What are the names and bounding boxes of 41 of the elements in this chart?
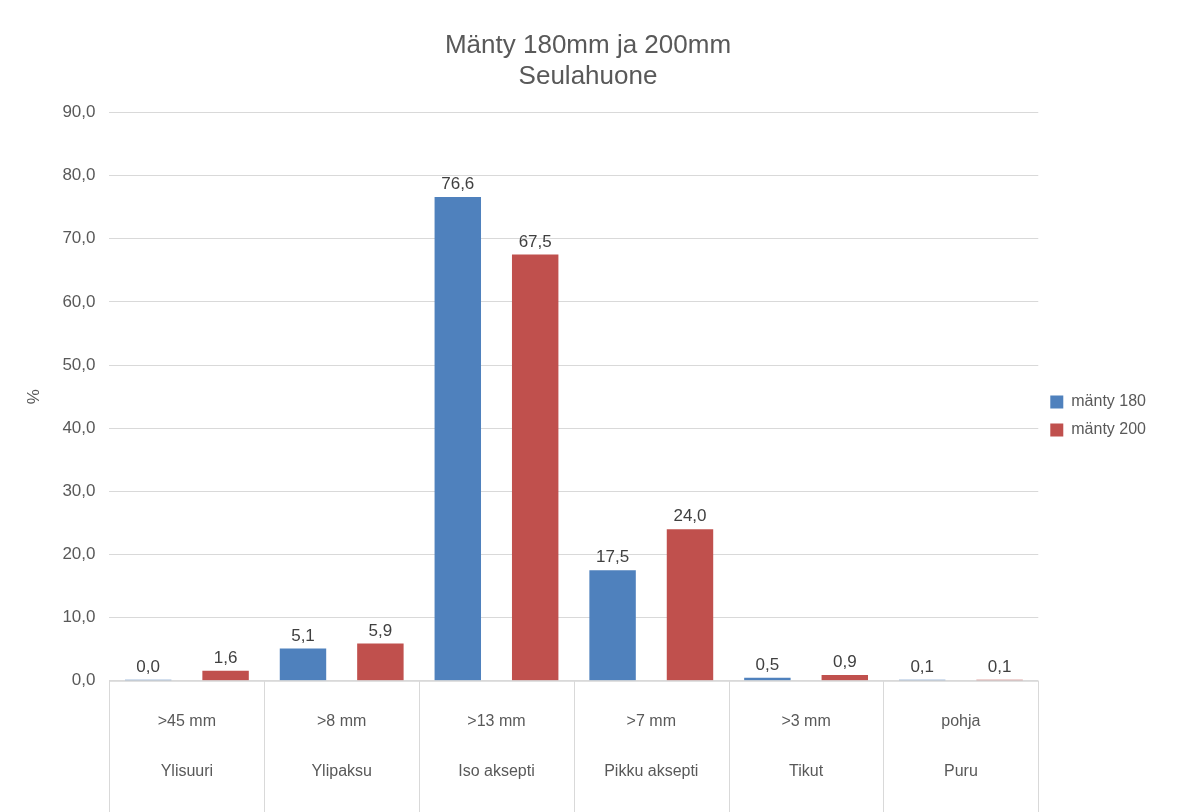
- y-tick-label: 10,0: [62, 607, 96, 627]
- y-tick-label: 20,0: [62, 544, 96, 564]
- y-tick-label: 80,0: [62, 165, 96, 185]
- data-label: 0,1: [987, 656, 1012, 676]
- chart-subtitle: Seulahuone: [518, 59, 658, 90]
- y-tick-label: 60,0: [62, 291, 96, 311]
- category-label: pohja Puru: [941, 712, 981, 779]
- data-label: 0,9: [832, 652, 857, 672]
- bar: [279, 648, 327, 681]
- bar: [511, 254, 559, 681]
- data-label: 5,9: [368, 620, 393, 640]
- data-label: 0,0: [136, 656, 161, 676]
- category-label: >8 mm Ylipaksu: [311, 712, 372, 779]
- category-label: >45 mm Ylisuuri: [157, 712, 217, 779]
- y-tick-label: 50,0: [62, 354, 96, 374]
- data-label: 1,6: [213, 647, 238, 667]
- y-tick-label: 90,0: [62, 102, 96, 122]
- category-label: >7 mm Pikku aksepti: [604, 712, 699, 779]
- data-label: 24,0: [673, 506, 707, 526]
- legend-label: mänty 200: [1071, 420, 1147, 438]
- data-label: 5,1: [291, 625, 315, 645]
- data-label: 0,1: [910, 656, 935, 676]
- chart-title: Mänty 180mm ja 200mm: [444, 28, 732, 59]
- y-tick-label: 40,0: [62, 417, 96, 437]
- category-label: >13 mm Iso aksepti: [458, 712, 535, 779]
- bar: [434, 197, 482, 681]
- bar: [202, 670, 249, 681]
- bar: [821, 675, 869, 681]
- bar: [589, 570, 636, 681]
- y-tick-label: 70,0: [62, 228, 96, 248]
- y-tick-label: 30,0: [62, 481, 96, 501]
- data-label: 67,5: [518, 231, 552, 251]
- y-tick-label: 0,0: [71, 670, 96, 690]
- legend-label: mänty 180: [1071, 392, 1147, 410]
- y-axis-title: %: [23, 389, 43, 405]
- bar: [357, 643, 404, 681]
- category-label: >3 mm Tikut: [781, 712, 831, 779]
- bar: [666, 529, 714, 681]
- data-label: 17,5: [596, 547, 630, 567]
- data-label: 76,6: [441, 174, 475, 194]
- data-label: 0,5: [755, 654, 780, 674]
